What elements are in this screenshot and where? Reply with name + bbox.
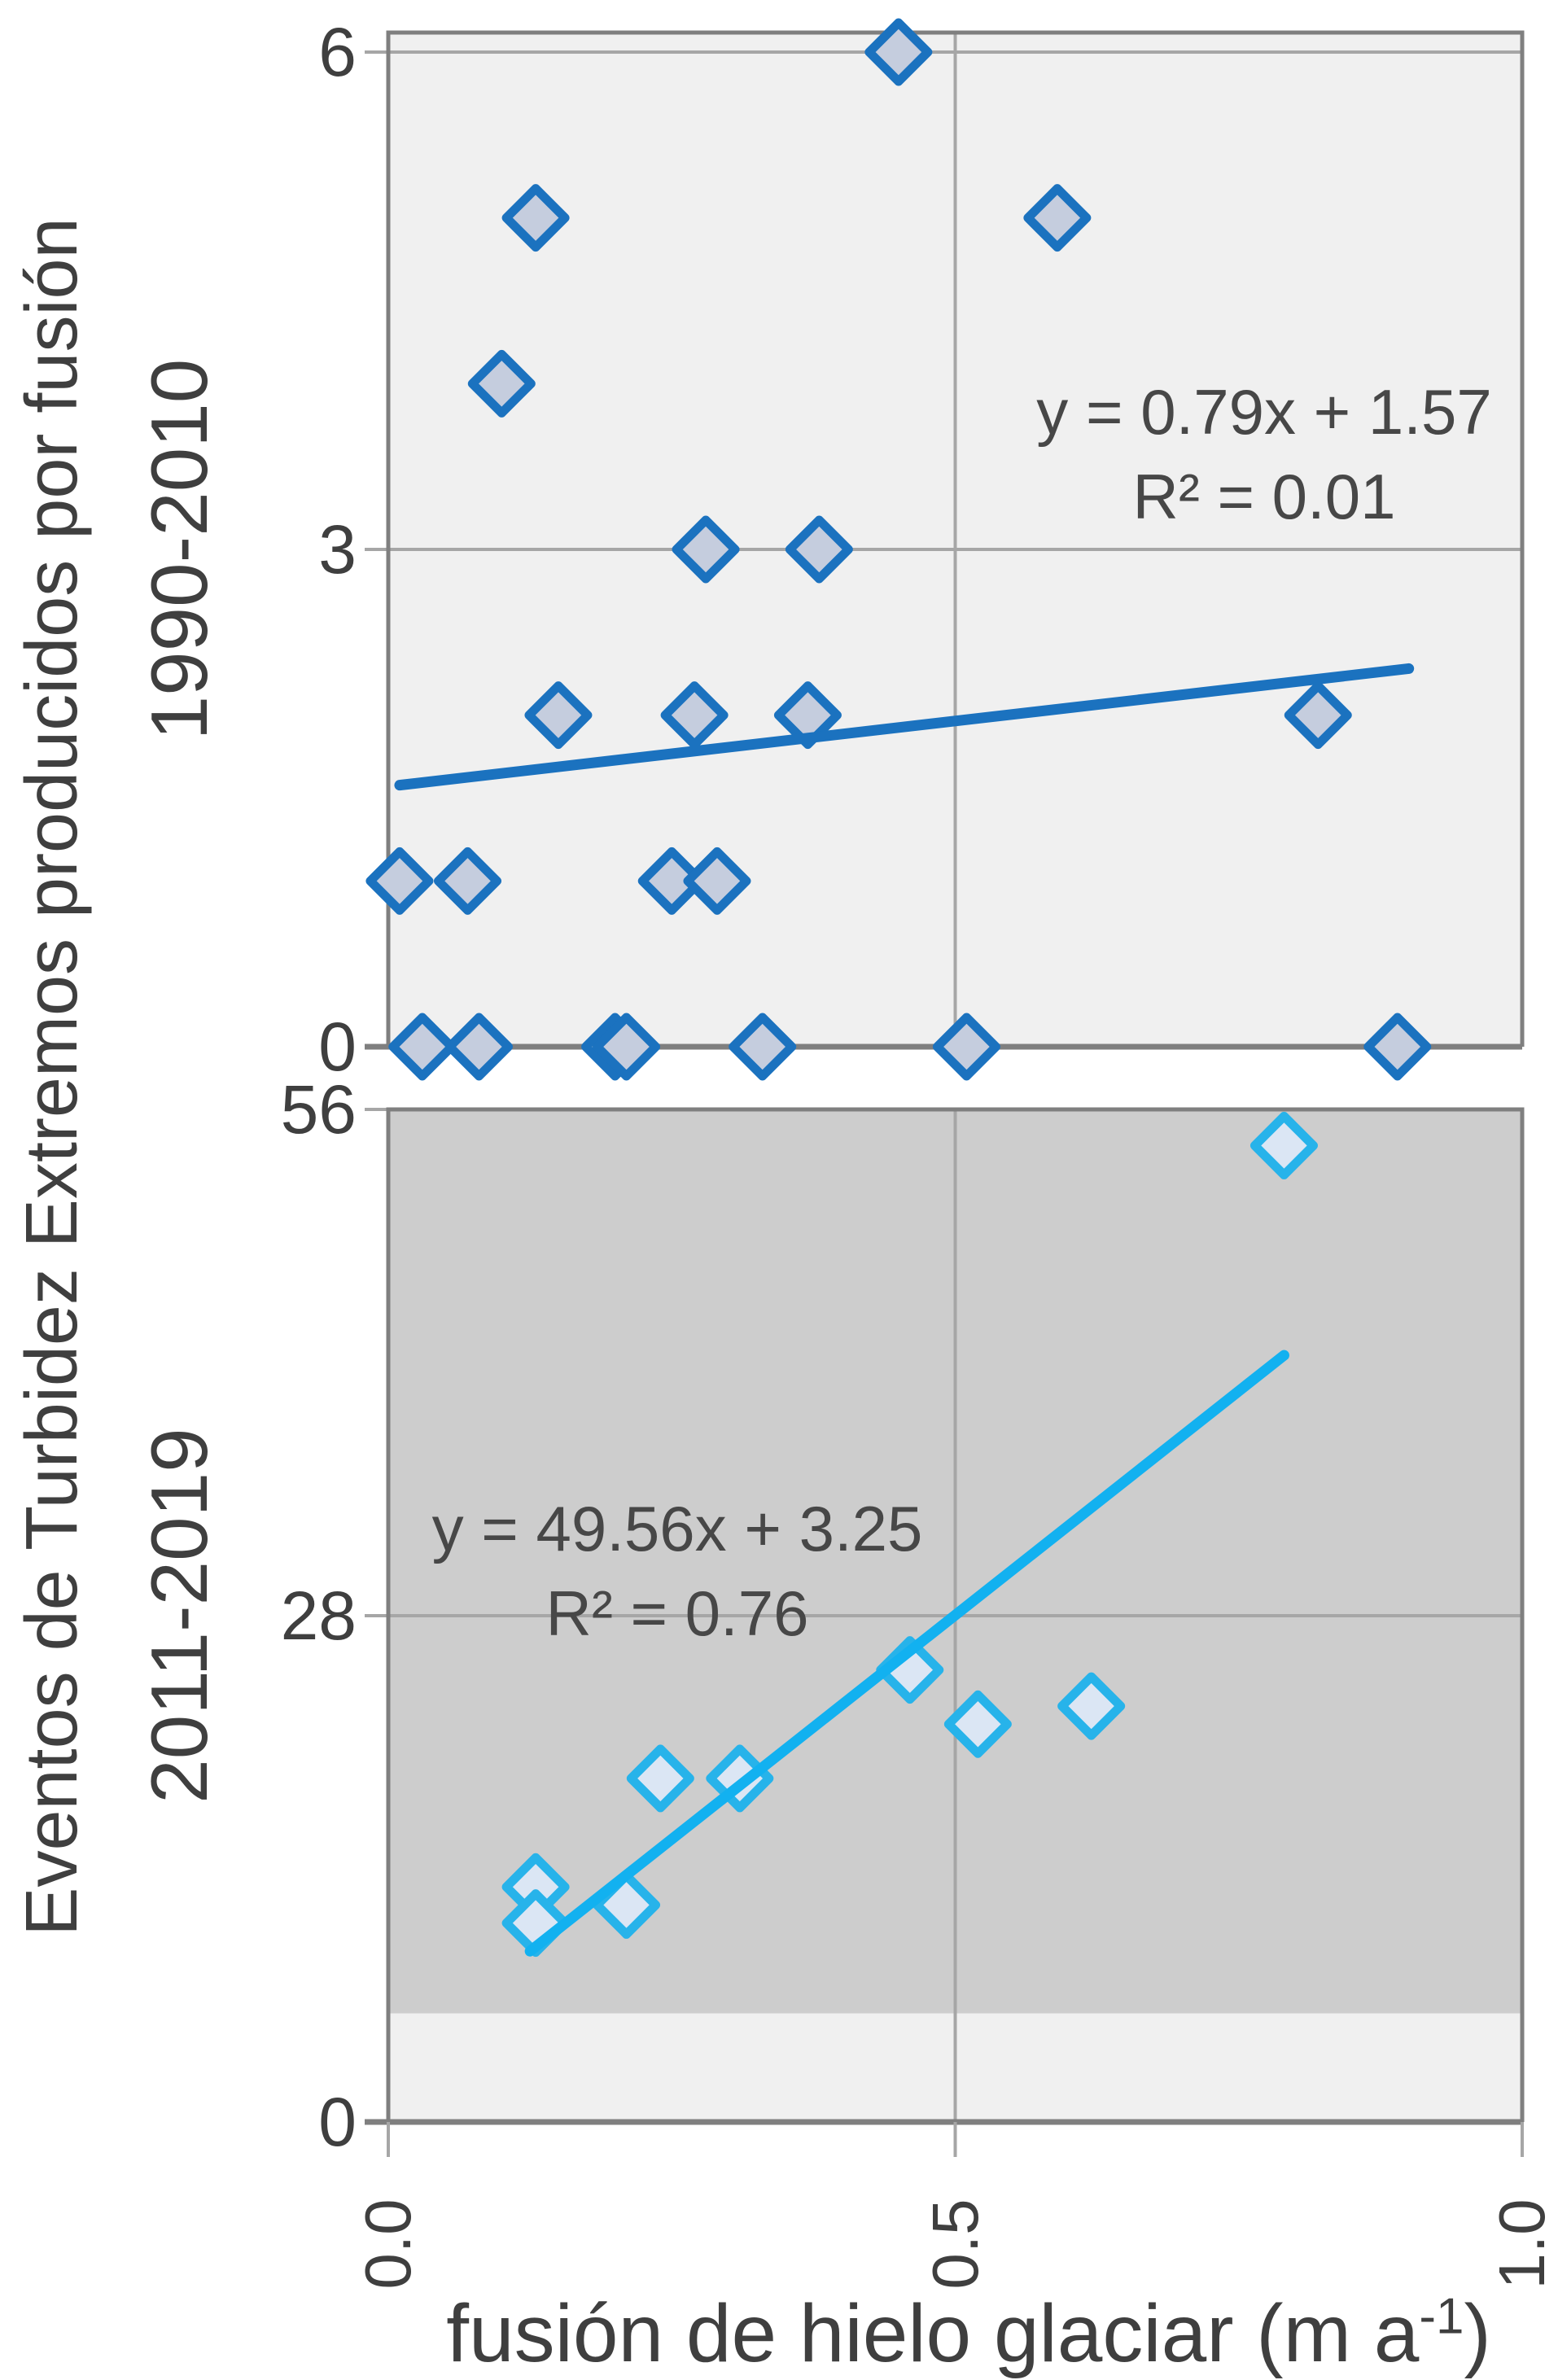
trendline-equation: y = 0.79x + 1.57 xyxy=(1036,376,1492,448)
x-tick-label: 0.5 xyxy=(918,2198,991,2290)
data-point-marker xyxy=(943,1690,1012,1758)
data-point-marker xyxy=(444,1013,513,1081)
x-axis-title: fusión de hielo glaciar (m a-1) xyxy=(326,2289,1558,2378)
panel-1990-2010 xyxy=(365,18,1525,1081)
data-point-marker xyxy=(672,515,740,584)
y-tick-label: 3 xyxy=(318,511,357,588)
trendline-annotation-1990-2010: y = 0.79x + 1.57 R² = 0.01 xyxy=(979,370,1549,539)
trendline xyxy=(524,1350,1289,1957)
data-point-marker xyxy=(729,1013,797,1081)
data-point-marker xyxy=(388,1013,457,1081)
data-point-marker xyxy=(1284,681,1352,750)
data-point-marker xyxy=(1023,184,1092,252)
y-tick-label: 0 xyxy=(318,1008,357,1085)
trendline xyxy=(394,663,1415,791)
data-point-marker xyxy=(1057,1672,1126,1740)
trendline-r2: R² = 0.76 xyxy=(545,1577,809,1649)
trendline-r2: R² = 0.01 xyxy=(1132,461,1396,532)
data-point-marker xyxy=(626,1744,694,1813)
data-point-marker xyxy=(683,847,751,915)
data-point-marker xyxy=(864,18,933,86)
data-point-marker xyxy=(467,349,536,418)
plot-frame xyxy=(386,1107,1525,2122)
data-point-marker xyxy=(773,681,842,750)
data-point-marker xyxy=(434,847,502,915)
y-tick-label: 28 xyxy=(280,1577,357,1654)
y-tick-label: 0 xyxy=(318,2084,357,2160)
trendline-annotation-2011-2019: y = 49.56x + 3.25 R² = 0.76 xyxy=(392,1486,962,1656)
data-point-marker xyxy=(593,1013,661,1081)
y-tick-label: 56 xyxy=(280,1071,357,1148)
panel-2011-2019 xyxy=(365,1107,1525,2157)
data-point-marker xyxy=(785,515,853,584)
x-tick-label: 1.0 xyxy=(1486,2198,1558,2290)
x-axis-title-close: ) xyxy=(1464,2288,1491,2379)
plot-frame xyxy=(386,30,1525,1047)
data-point-marker xyxy=(932,1013,1000,1081)
data-point-marker xyxy=(365,847,434,915)
data-point-marker xyxy=(1249,1111,1318,1179)
y-axis-title: Eventos de Turbidez Extremos producidos … xyxy=(11,217,93,1936)
data-point-marker xyxy=(524,681,593,750)
data-point-marker xyxy=(660,681,729,750)
x-axis-title-main: fusión de hielo glaciar (m a xyxy=(446,2288,1420,2379)
trendline-equation: y = 49.56x + 3.25 xyxy=(431,1493,923,1564)
x-axis-title-exponent: -1 xyxy=(1419,2288,1464,2345)
y-tick-label: 6 xyxy=(318,14,357,90)
data-point-marker xyxy=(501,184,570,252)
x-tick-label: 0.0 xyxy=(352,2198,424,2290)
data-point-marker xyxy=(1363,1013,1432,1081)
